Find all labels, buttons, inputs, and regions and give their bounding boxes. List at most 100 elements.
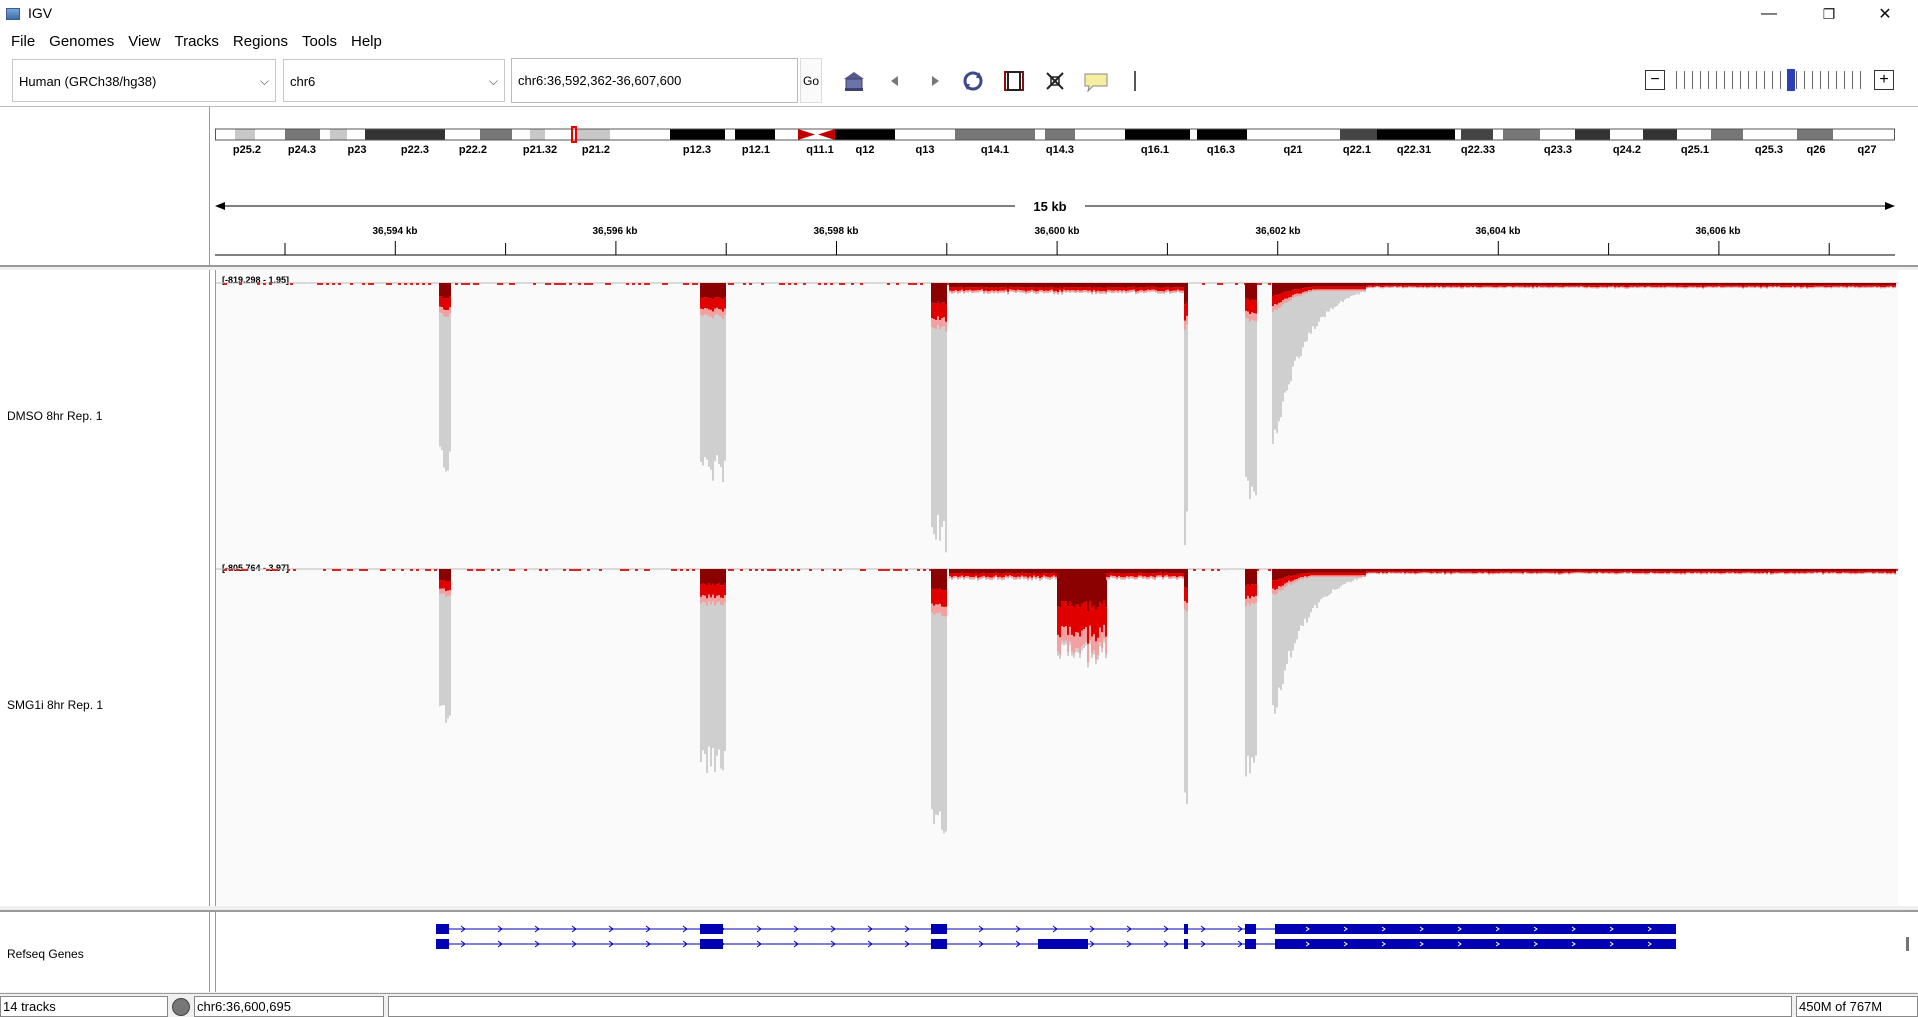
genome-select[interactable]: Human (GRCh38/hg38) ⌵ (12, 59, 276, 102)
coverage-bar (1148, 569, 1150, 573)
coverage-bar (1412, 283, 1414, 285)
refresh-icon[interactable] (960, 69, 986, 93)
menu-genomes[interactable]: Genomes (42, 28, 121, 55)
coverage-bar (1520, 571, 1522, 573)
zoom-in-button[interactable]: + (1874, 70, 1894, 90)
zoom-out-button[interactable]: − (1645, 70, 1665, 90)
coverage-bar (554, 283, 557, 285)
coverage-bar (716, 569, 718, 584)
coverage-bar (700, 585, 702, 597)
coverage-bar (1093, 569, 1095, 606)
close-button[interactable]: ✕ (1862, 0, 1908, 28)
coverage-bar (1416, 283, 1418, 285)
coverage-bar (1844, 573, 1846, 574)
menu-tools[interactable]: Tools (295, 28, 344, 55)
coverage-bar (497, 283, 500, 285)
coverage-bar (1764, 283, 1766, 285)
chromosome-select[interactable]: chr6 ⌵ (283, 59, 505, 102)
coverage-bar (434, 569, 437, 571)
coverage-bar (1318, 289, 1320, 291)
coverage-bar (963, 283, 965, 288)
minimize-button[interactable]: — (1746, 0, 1792, 28)
coverage-bar (710, 310, 712, 317)
zoom-slider[interactable] (1676, 71, 1866, 89)
coverage-bar (1099, 602, 1101, 628)
coverage-bar (704, 297, 706, 308)
coverage-bar (937, 589, 939, 605)
coverage-bar (1830, 283, 1832, 285)
coverage-bar (1025, 292, 1027, 294)
menu-view[interactable]: View (121, 28, 167, 55)
coverage-bar (1724, 569, 1726, 571)
coverage-bar (1181, 287, 1183, 290)
coverage-bar (1075, 283, 1077, 287)
coverage-bar (945, 322, 947, 332)
coverage-bar (1138, 569, 1140, 573)
coverage-bar (991, 283, 993, 287)
coverage-bar (1644, 283, 1646, 285)
menu-regions[interactable]: Regions (226, 28, 295, 55)
coverage-bar (1582, 572, 1584, 573)
track-name-smg1i[interactable]: SMG1i 8hr Rep. 1 (7, 698, 103, 712)
coverage-bar (1053, 292, 1055, 294)
coverage-bar (1035, 291, 1037, 293)
coverage-area[interactable]: [-819.298 - 1.95] [-805.764 - 3.97] (215, 270, 1898, 906)
coverage-bar (1306, 569, 1308, 573)
zoom-slider-thumb[interactable] (1787, 69, 1795, 91)
coverage-bar (1566, 569, 1568, 571)
coverage-bar (320, 283, 323, 285)
refseq-gene-track[interactable] (215, 912, 1898, 992)
coverage-bar (1664, 571, 1666, 573)
coverage-bar (1348, 573, 1350, 576)
coverage-bar (1628, 285, 1630, 287)
track-name-refseq[interactable]: Refseq Genes (7, 947, 84, 961)
coverage-bar (1740, 283, 1742, 285)
back-icon[interactable] (882, 69, 908, 93)
popup-text-icon[interactable] (1083, 69, 1109, 93)
coverage-bar (1013, 577, 1015, 579)
coverage-bar (1392, 572, 1394, 573)
coverage-bar (959, 573, 961, 576)
coverage-bar (1348, 287, 1350, 290)
coverage-bar (1077, 569, 1079, 605)
maximize-button[interactable]: ❐ (1806, 0, 1852, 28)
coverage-bar (1710, 283, 1712, 285)
coverage-bar (1742, 569, 1744, 571)
coverage-bar (1596, 287, 1598, 288)
go-button[interactable]: Go (800, 58, 822, 103)
menu-tracks[interactable]: Tracks (167, 28, 225, 55)
coverage-bar (981, 569, 983, 573)
locus-input[interactable]: chr6:36,592,362-36,607,600 (511, 58, 798, 103)
menu-help[interactable]: Help (344, 28, 389, 55)
forward-icon[interactable] (922, 69, 948, 93)
coverage-bar (1690, 569, 1692, 571)
roi-icon[interactable] (1001, 69, 1027, 93)
status-track-count: 14 tracks (0, 996, 168, 1017)
coverage-bar (638, 283, 641, 285)
coverage-bar (1590, 287, 1592, 288)
coverage-bar (1348, 283, 1350, 287)
coverage-bar (1249, 569, 1251, 586)
ideogram-and-ruler[interactable]: p25.2 p24.3 p23 p22.3 p22.2 p21.32 p21.2 p12.3 p… (215, 107, 1898, 267)
coverage-bar (1029, 287, 1031, 290)
coverage-bar (1035, 288, 1037, 292)
coverage-bar (1682, 287, 1684, 288)
coverage-bar (1041, 577, 1043, 579)
coverage-bar (1079, 607, 1081, 637)
coverage-bar (1420, 569, 1422, 571)
menu-file[interactable]: File (4, 28, 42, 55)
scrollbar-handle[interactable] (1906, 937, 1909, 951)
track-name-dmso[interactable]: DMSO 8hr Rep. 1 (7, 409, 102, 423)
coverage-bar (708, 569, 710, 583)
coverage-bar (1558, 569, 1560, 572)
coverage-bar (1454, 287, 1456, 288)
coverage-bar (1602, 573, 1604, 574)
coverage-bar (1586, 285, 1588, 287)
coverage-bar (1013, 287, 1015, 290)
coverage-bar (1544, 571, 1546, 573)
coverage-bar (1416, 285, 1418, 287)
home-icon[interactable] (841, 69, 867, 93)
resize-icon[interactable] (1042, 69, 1068, 93)
coverage-bar (1790, 571, 1792, 573)
ruler-tick-label: 36,598 kb (813, 226, 858, 237)
